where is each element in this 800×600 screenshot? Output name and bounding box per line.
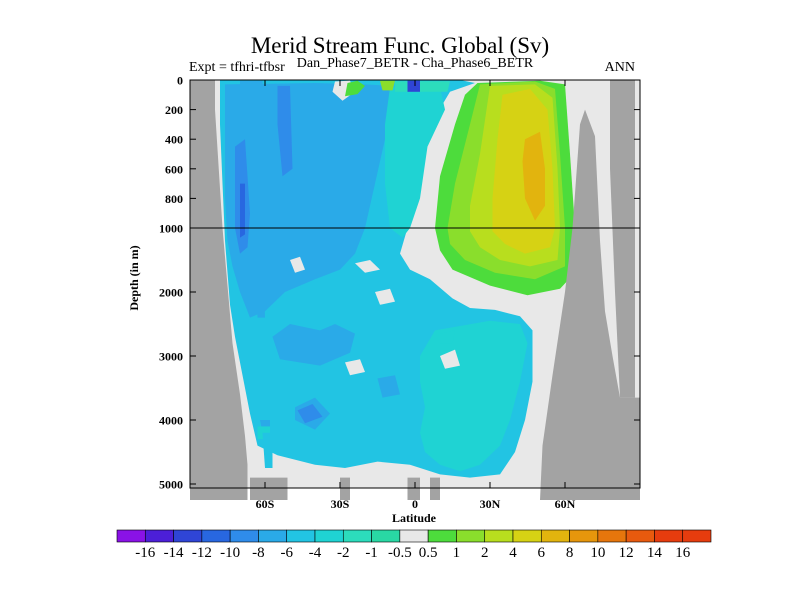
contour-region [345, 80, 365, 97]
y-tick-label: 600 [165, 162, 183, 176]
colorbar-label: 8 [566, 545, 574, 561]
chart-title: Merid Stream Func. Global (Sv) [251, 33, 549, 58]
colorbar: -16 -14 -12 -10 -8 -6 -4 -2 -1 -0.5 0.5 1 2 4 6 8 10 12 14… [116, 529, 712, 561]
colorbar-label: -2 [337, 545, 350, 561]
colorbar-label: 1 [453, 545, 461, 561]
contour-base-region [385, 87, 445, 238]
contour-region [262, 432, 273, 468]
colorbar-swatch [371, 529, 401, 543]
land-mask [190, 80, 640, 500]
colorbar-label: -6 [280, 545, 293, 561]
contour-region [377, 375, 400, 398]
y-tick-label: 5000 [159, 478, 183, 492]
near-zero-gap [345, 359, 365, 376]
colorbar-label: 2 [481, 545, 489, 561]
land-mass [407, 477, 420, 500]
contour-region [440, 330, 455, 344]
contour-region [277, 85, 293, 177]
contour-base-region [225, 83, 400, 318]
comparison-label: Dan_Phase7_BETR - Cha_Phase6_BETR [297, 56, 534, 71]
y-tick-label: 800 [165, 192, 183, 206]
x-tick-label: 0 [412, 497, 418, 511]
near-zero-gap [375, 288, 395, 305]
colorbar-swatch [201, 529, 231, 543]
colorbar-label: 14 [647, 545, 663, 561]
season-label: ANN [605, 60, 635, 75]
y-tick-label: 200 [165, 103, 183, 117]
contour-region [272, 324, 355, 366]
contour-region [380, 80, 395, 91]
contour-region [522, 131, 545, 221]
colorbar-swatch [625, 529, 655, 543]
colorbar-label: 6 [538, 545, 546, 561]
colorbar-swatch [286, 529, 316, 543]
x-tick-label: 30N [480, 497, 501, 511]
colorbar-swatch [342, 529, 372, 543]
colorbar-swatch [314, 529, 344, 543]
colorbar-swatch [654, 529, 684, 543]
colorbar-label: -10 [220, 545, 240, 561]
axis-ticks: 60S 30S 0 30N 60N 0 200 400 600 800 1000 2000 3000 40… [159, 74, 640, 511]
colorbar-label: -1 [365, 545, 378, 561]
colorbar-label: -8 [252, 545, 265, 561]
x-tick-label: 30S [331, 497, 350, 511]
colorbar-label: 4 [509, 545, 517, 561]
experiment-label: Expt = tfhri-tfbsr [189, 60, 285, 75]
contour-region [310, 99, 328, 169]
colorbar-swatch [144, 529, 174, 543]
x-tick-label: 60S [256, 497, 275, 511]
y-tick-label: 3000 [159, 350, 183, 364]
colorbar-swatch-end [682, 529, 712, 543]
x-tick-label: 60N [555, 497, 576, 511]
land-mass [250, 477, 288, 500]
y-axis-label: Depth (in m) [127, 245, 141, 310]
land-mass [540, 109, 640, 500]
contour-region [240, 80, 265, 318]
colorbar-swatch [229, 529, 259, 543]
colorbar-label: -12 [192, 545, 212, 561]
colorbar-swatch [512, 529, 542, 543]
colorbar-label: 0.5 [419, 545, 438, 561]
colorbar-label: -16 [135, 545, 155, 561]
colorbar-swatch [116, 529, 146, 543]
contour-region [240, 183, 245, 238]
contour-fields [220, 80, 575, 478]
colorbar-swatch [540, 529, 570, 543]
y-tick-label: 400 [165, 133, 183, 147]
x-axis-label: Latitude [392, 511, 437, 525]
near-zero-gap [355, 260, 380, 273]
contour-region [407, 80, 420, 92]
contour-region [395, 81, 450, 92]
land-mass [430, 477, 440, 500]
colorbar-swatch [597, 529, 627, 543]
colorbar-swatch [456, 529, 486, 543]
colorbar-label: 10 [590, 545, 605, 561]
y-tick-label: 0 [177, 74, 183, 88]
colorbar-label: 16 [675, 545, 691, 561]
contour-region [297, 404, 323, 424]
near-zero-gap [440, 349, 460, 369]
colorbar-swatch [484, 529, 514, 543]
colorbar-swatch [173, 529, 203, 543]
colorbar-swatch [569, 529, 599, 543]
y-tick-label: 2000 [159, 286, 183, 300]
land-mass [610, 80, 635, 398]
colorbar-swatch [399, 529, 429, 543]
y-tick-label: 4000 [159, 414, 183, 428]
colorbar-label: 12 [619, 545, 634, 561]
near-zero-gap [290, 256, 305, 273]
colorbar-label: -0.5 [388, 545, 412, 561]
colorbar-swatch [258, 529, 288, 543]
colorbar-swatch [427, 529, 457, 543]
land-mass [340, 477, 350, 500]
colorbar-label: -4 [309, 545, 322, 561]
plot-area: 60S 30S 0 30N 60N 0 200 400 600 800 1000 2000 3000 40… [159, 74, 641, 511]
land-mass [190, 80, 248, 500]
y-tick-label: 1000 [159, 222, 183, 236]
colorbar-label: -14 [164, 545, 184, 561]
